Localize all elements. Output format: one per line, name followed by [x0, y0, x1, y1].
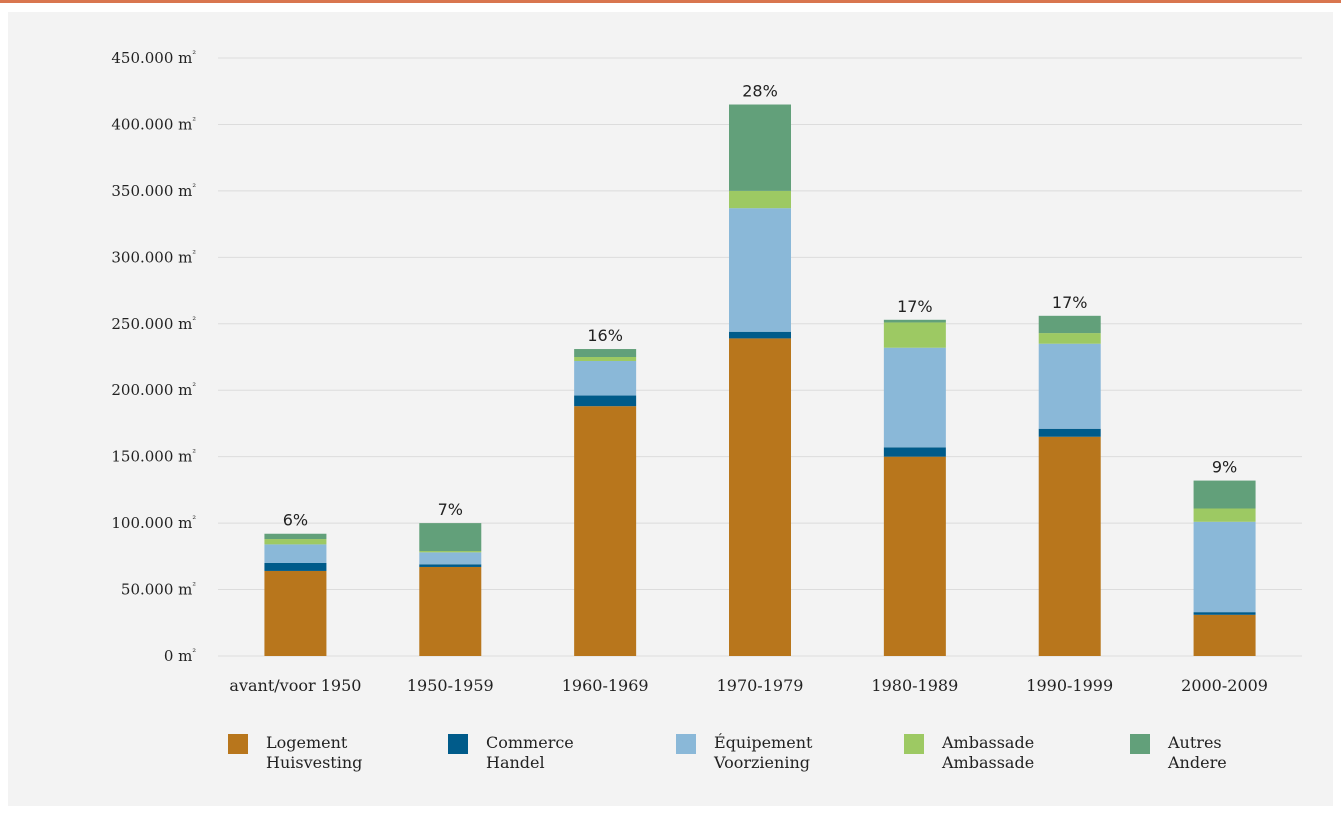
legend-swatch-4	[1130, 734, 1150, 754]
bar-percent-label-2: 16%	[587, 326, 623, 345]
bar-segment-5-1	[1038, 428, 1101, 437]
bar-segment-0-3	[264, 539, 327, 545]
bar-segment-6-0	[1193, 614, 1256, 656]
bar-segment-2-3	[574, 357, 637, 361]
chart-panel	[8, 12, 1333, 806]
bar-segment-6-4	[1193, 480, 1256, 509]
bar-segment-4-0	[883, 456, 946, 656]
bar-segment-4-1	[883, 447, 946, 457]
x-category-label-6: 2000-2009	[1181, 676, 1268, 695]
y-tick-label-4: 200.000 m²	[111, 381, 196, 399]
bar-segment-2-4	[574, 349, 637, 357]
legend-label-2: Équipement	[714, 732, 813, 752]
bar-segment-2-2	[574, 360, 637, 396]
legend-label-secondary-3: Ambassade	[941, 753, 1034, 772]
bar-segment-3-1	[729, 331, 791, 339]
bar-segment-5-3	[1038, 333, 1101, 344]
y-tick-label-0: 0 m²	[164, 647, 197, 665]
y-tick-label-7: 350.000 m²	[111, 182, 196, 200]
bar-segment-3-2	[729, 208, 791, 332]
legend-swatch-2	[676, 734, 696, 754]
bar-percent-label-0: 6%	[283, 511, 308, 530]
legend-label-0: Logement	[266, 733, 348, 752]
legend-label-secondary-1: Handel	[486, 753, 545, 772]
x-category-label-4: 1980-1989	[871, 676, 958, 695]
bar-segment-4-4	[883, 319, 946, 323]
legend-swatch-3	[904, 734, 924, 754]
legend-label-secondary-4: Andere	[1167, 753, 1227, 772]
x-category-label-2: 1960-1969	[562, 676, 649, 695]
y-tick-label-1: 50.000 m²	[121, 581, 196, 599]
y-tick-label-8: 400.000 m²	[111, 115, 196, 133]
bar-segment-5-4	[1038, 315, 1101, 334]
legend-swatch-1	[448, 734, 468, 754]
y-tick-label-3: 150.000 m²	[111, 448, 196, 466]
bar-segment-6-3	[1193, 508, 1256, 522]
bar-segment-4-2	[883, 347, 946, 448]
bar-segment-1-2	[419, 552, 482, 565]
bar-segment-5-0	[1038, 436, 1101, 656]
bar-segment-0-1	[264, 562, 327, 571]
bar-segment-1-4	[419, 523, 482, 552]
x-category-label-3: 1970-1979	[717, 676, 804, 695]
legend-label-3: Ambassade	[941, 733, 1034, 752]
bar-percent-label-1: 7%	[438, 500, 463, 519]
bar-segment-1-0	[419, 566, 482, 656]
legend-swatch-0	[228, 734, 248, 754]
bar-percent-label-5: 17%	[1052, 293, 1088, 312]
y-tick-label-9: 450.000 m²	[111, 49, 196, 67]
legend-label-secondary-0: Huisvesting	[266, 753, 362, 772]
legend-label-1: Commerce	[486, 733, 574, 752]
y-tick-label-2: 100.000 m²	[111, 514, 196, 532]
bar-segment-3-3	[729, 190, 791, 209]
bar-segment-4-3	[883, 322, 946, 348]
bar-segment-1-1	[419, 564, 482, 567]
bar-percent-label-4: 17%	[897, 297, 933, 316]
y-tick-label-6: 300.000 m²	[111, 248, 196, 266]
bar-percent-label-6: 9%	[1212, 458, 1237, 477]
bar-segment-3-0	[729, 338, 791, 656]
bar-segment-2-1	[574, 395, 637, 407]
x-category-label-5: 1990-1999	[1026, 676, 1113, 695]
top-accent-rule	[0, 0, 1341, 3]
bar-segment-0-2	[264, 544, 327, 563]
bar-segment-6-2	[1193, 521, 1256, 613]
bar-segment-5-2	[1038, 343, 1101, 429]
x-category-label-1: 1950-1959	[407, 676, 494, 695]
legend-label-4: Autres	[1167, 733, 1222, 752]
bar-segment-1-3	[419, 551, 482, 553]
x-category-label-0: avant/voor 1950	[229, 676, 361, 695]
bar-segment-0-4	[264, 533, 327, 540]
y-tick-label-5: 250.000 m²	[111, 315, 196, 333]
bar-segment-0-0	[264, 570, 327, 656]
bar-percent-label-3: 28%	[742, 82, 778, 101]
bar-segment-6-1	[1193, 612, 1256, 615]
bar-segment-2-0	[574, 406, 637, 656]
legend-label-secondary-2: Voorziening	[713, 753, 810, 772]
bar-segment-3-4	[729, 104, 791, 191]
